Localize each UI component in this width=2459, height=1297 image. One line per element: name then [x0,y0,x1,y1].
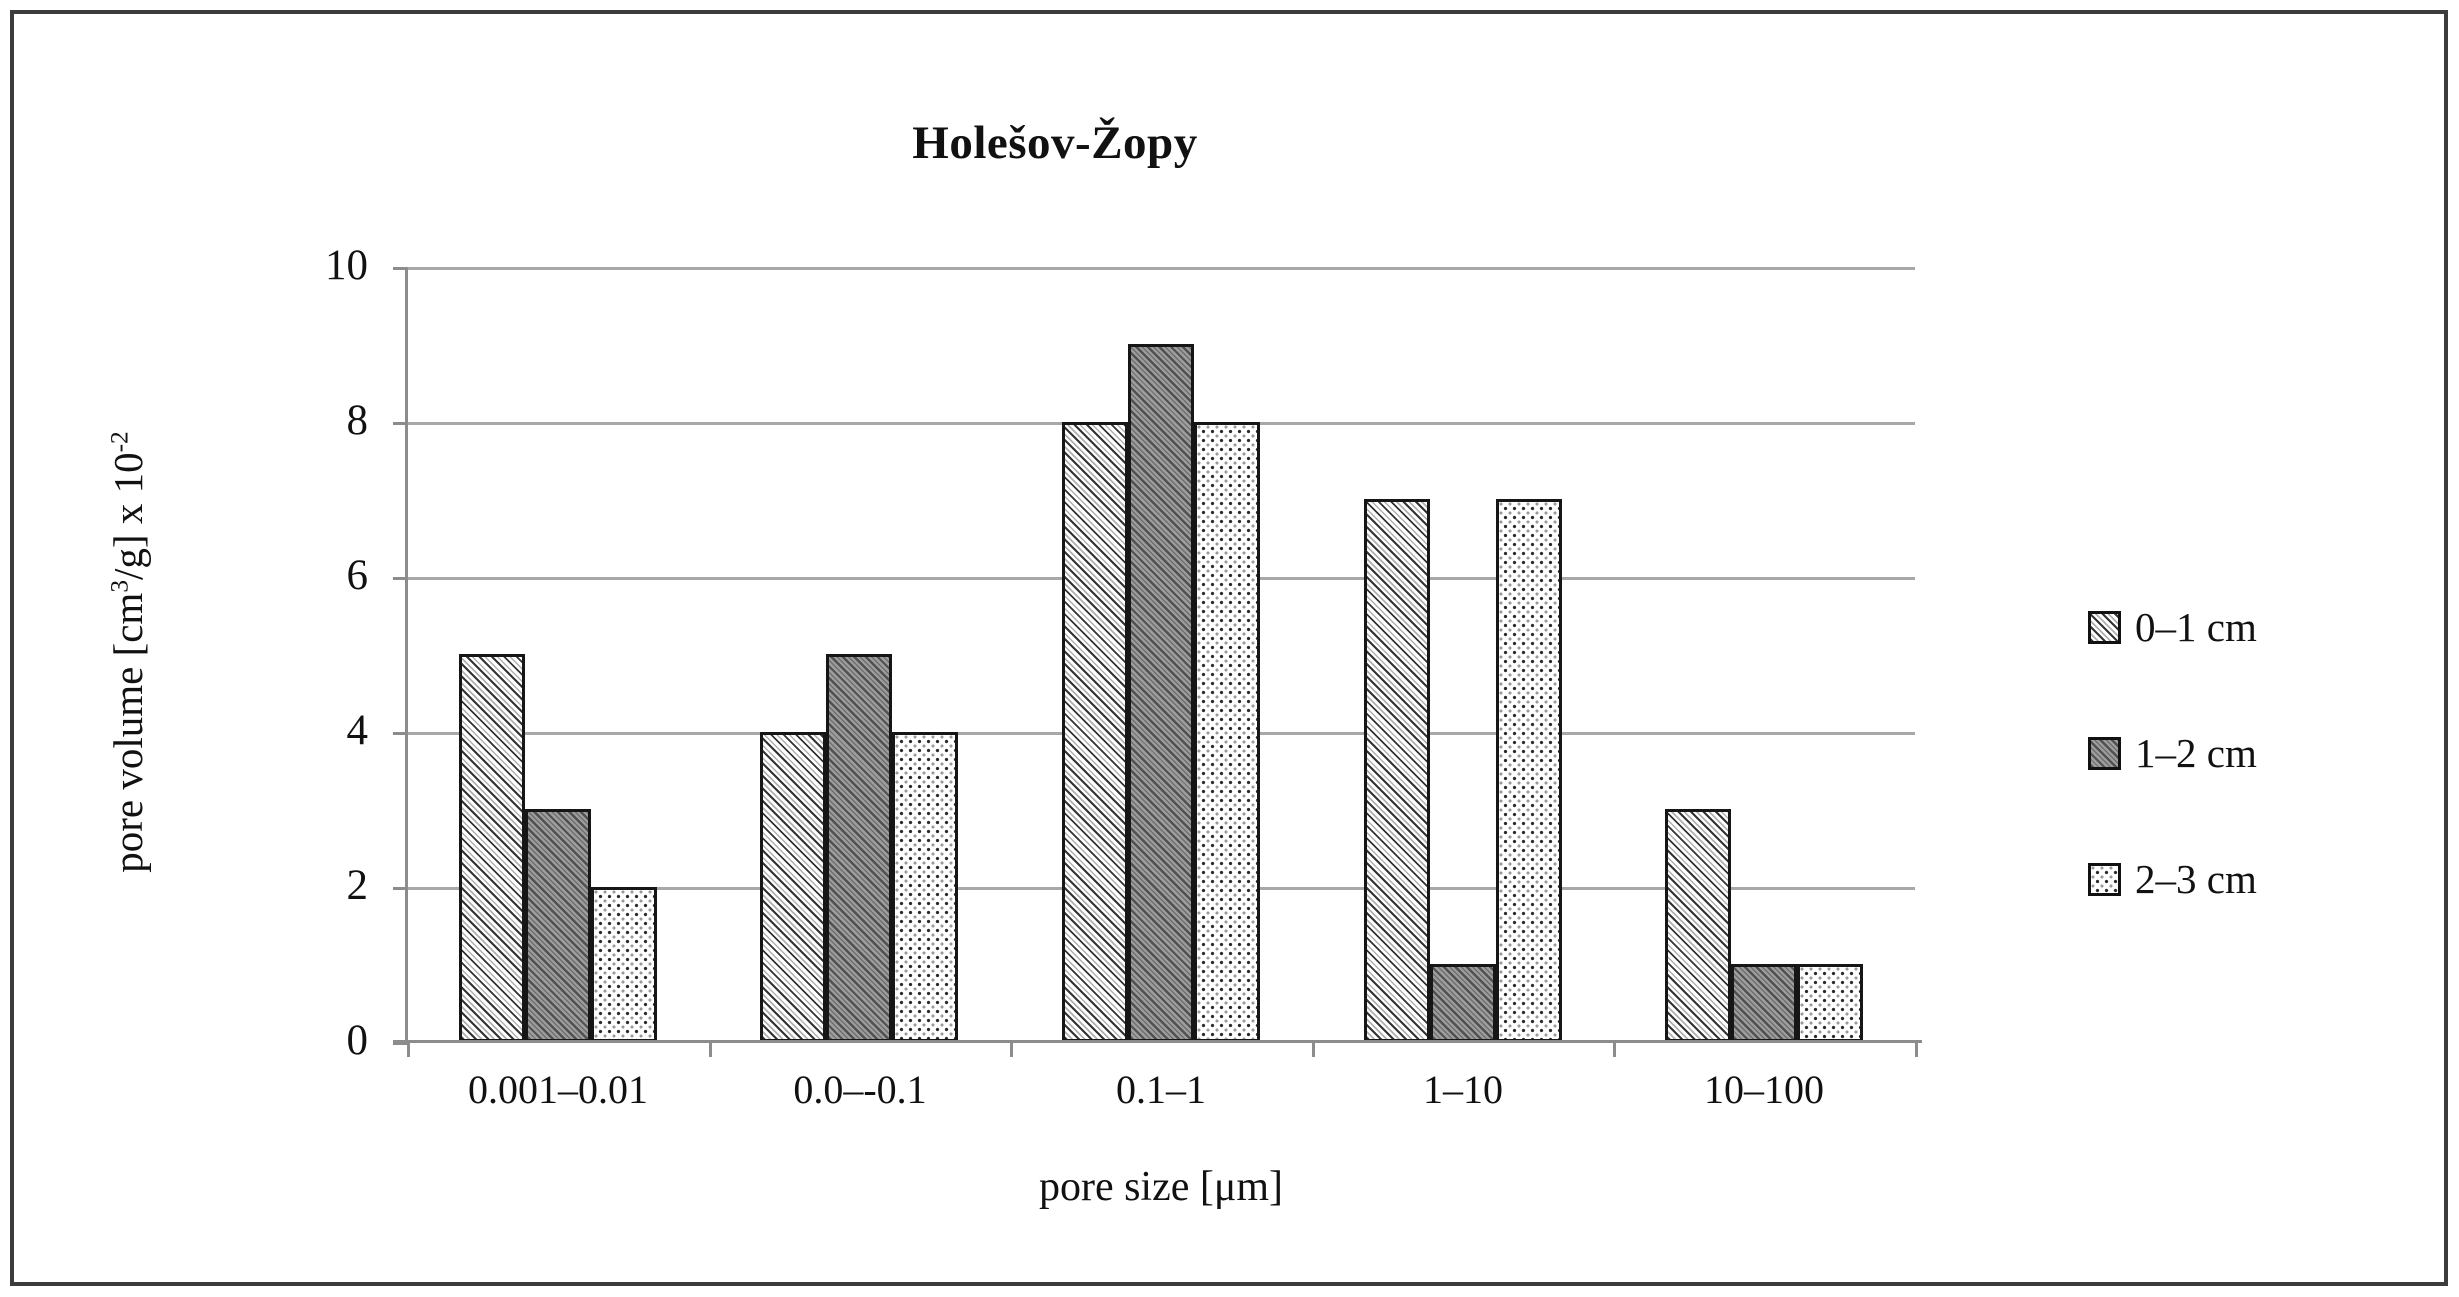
legend-entry-2–3 cm: 2–3 cm [2088,857,2257,901]
bar-0–1 cm-0.001–0.01 [459,654,525,1042]
y-axis-tick-6 [393,577,407,580]
legend-swatch-light-diagonal-hatch-icon [2088,610,2121,644]
legend-swatch-dark-diagonal-hatch-icon [2088,736,2121,770]
x-tick-label-5: 10–100 [1704,1067,1824,1112]
x-axis-tick-0 [407,1042,410,1057]
bar-1–2 cm-10–100 [1731,964,1797,1042]
y-axis-tick-8 [393,422,407,425]
y-tick-label-6: 6 [346,552,369,599]
bar-0–1 cm-10–100 [1665,809,1731,1042]
chart-border [10,10,2448,1286]
y-tick-label-4: 4 [346,707,369,754]
legend-label-2–3 cm: 2–3 cm [2135,855,2257,902]
bar-0–1 cm-0.1–1 [1062,422,1128,1042]
bar-2–3 cm-0.001–0.01 [591,887,657,1042]
legend-label-1–2 cm: 1–2 cm [2135,729,2257,776]
x-axis-line [393,1040,1922,1043]
y-tick-label-8: 8 [346,397,369,444]
bar-2–3 cm-0.1–1 [1194,422,1260,1042]
y-tick-label-0: 0 [346,1017,369,1064]
y-axis-title: pore volume [cm3/g] x 10-2 [104,431,152,873]
x-axis-tick-3 [1312,1042,1315,1057]
y-axis-title-sup-exp: -2 [105,431,134,453]
plot-area [407,267,1915,1042]
legend-entry-0–1 cm: 0–1 cm [2088,605,2257,649]
x-axis-tick-2 [1010,1042,1013,1057]
y-axis-title-text: pore volume [cm [105,592,151,873]
bar-2–3 cm-1–10 [1496,499,1562,1042]
bar-1–2 cm-0.1–1 [1128,344,1194,1042]
bar-2–3 cm-10–100 [1797,964,1863,1042]
x-axis-tick-5 [1915,1042,1918,1057]
x-axis-title: pore size [μm] [1038,1164,1284,1210]
bar-1–2 cm-0.0–-0.1 [826,654,892,1042]
y-axis-title-text-mid: /g] x 10 [105,452,151,580]
bar-1–2 cm-0.001–0.01 [525,809,591,1042]
y-tick-label-2: 2 [346,862,369,909]
legend-label-0–1 cm: 0–1 cm [2135,603,2257,650]
bar-0–1 cm-1–10 [1364,499,1430,1042]
x-tick-label-4: 1–10 [1423,1067,1503,1112]
y-axis-line [405,267,408,1043]
y-axis-tick-10 [393,267,407,270]
x-tick-label-3: 0.1–1 [1116,1067,1206,1112]
x-axis-tick-1 [709,1042,712,1057]
legend-swatch-light-dotted-icon [2088,862,2121,896]
y-axis-tick-4 [393,732,407,735]
bar-2–3 cm-0.0–-0.1 [892,732,958,1042]
gridline-y-10 [407,267,1915,270]
bar-0–1 cm-0.0–-0.1 [760,732,826,1042]
y-axis-tick-2 [393,887,407,890]
y-tick-label-10: 10 [325,242,368,289]
legend-entry-1–2 cm: 1–2 cm [2088,731,2257,775]
y-axis-tick-0 [393,1042,407,1045]
x-axis-tick-4 [1613,1042,1616,1057]
chart-title: Holešov-Žopy [912,117,1198,169]
x-tick-label-2: 0.0–-0.1 [793,1067,927,1112]
bar-1–2 cm-1–10 [1430,964,1496,1042]
x-tick-label-1: 0.001–0.01 [468,1067,648,1112]
y-axis-title-sup-cubed: 3 [105,579,134,593]
